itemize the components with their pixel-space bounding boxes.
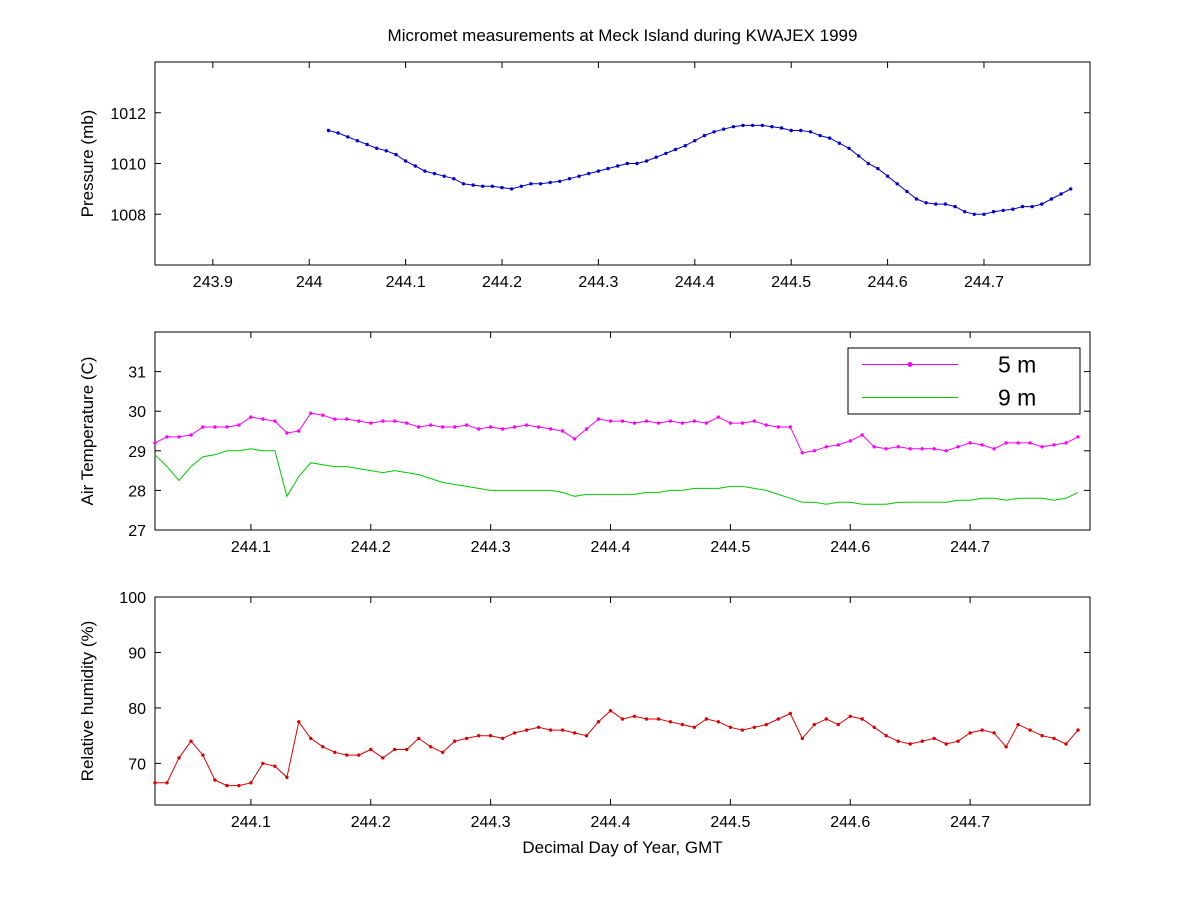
x-tick-label: 244.2 — [482, 274, 522, 291]
y-tick-label: 29 — [128, 444, 146, 461]
x-tick-label: 244.7 — [950, 814, 990, 831]
x-tick-label: 244.6 — [868, 274, 908, 291]
y-tick-label: 31 — [128, 365, 146, 382]
x-tick-label: 244.4 — [675, 274, 715, 291]
legend: 5 m9 m — [847, 347, 1081, 415]
x-tick-label: 244.5 — [710, 539, 750, 556]
x-tick-label: 244.4 — [590, 539, 630, 556]
x-tick-label: 244.3 — [578, 274, 618, 291]
y-tick-label: 27 — [128, 523, 146, 540]
x-axis-label: Decimal Day of Year, GMT — [522, 838, 722, 857]
relative-humidity-plot: 244.1 244.2 244.3 244.4 244.5 244.6 244.7 70 80 9… — [78, 590, 1091, 857]
x-tick-label: 244.5 — [710, 814, 750, 831]
y-tick-label: 1008 — [110, 207, 146, 224]
x-tick-label: 244.6 — [830, 539, 870, 556]
y-tick-label: 1010 — [110, 157, 146, 174]
x-tick-label: 244.2 — [351, 539, 391, 556]
pressure-series-markers — [326, 123, 1073, 216]
pressure-plot: 243.9 244 244.1 244.2 244.3 244.4 244.5 244.6 24… — [78, 61, 1091, 291]
air-temperature-series-markers — [153, 411, 1080, 455]
x-tick-label: 244 — [296, 274, 323, 291]
x-tick-label: 244.5 — [771, 274, 811, 291]
air-temperature-plot: 244.1 244.2 244.3 244.4 244.5 244.6 244.7 27 28 2… — [78, 331, 1091, 556]
y-tick-label: 70 — [128, 756, 146, 773]
x-tick-label: 244.6 — [830, 814, 870, 831]
air-temperature-series-line — [154, 448, 1079, 505]
y-tick-label: 30 — [128, 404, 146, 421]
axes-box — [154, 596, 1091, 806]
relative-humidity-series-line — [155, 710, 1079, 787]
x-tick-label: 244.3 — [471, 814, 511, 831]
x-tick-label: 244.2 — [351, 814, 391, 831]
legend-box — [847, 347, 1081, 415]
y-axis-label: Pressure (mb) — [78, 110, 97, 218]
y-tick-label: 100 — [119, 590, 146, 607]
y-axis-label: Relative humidity (%) — [78, 621, 97, 782]
legend-label: 5 m — [998, 352, 1036, 378]
y-tick-label: 80 — [128, 701, 146, 718]
legend-marker-sample — [907, 362, 913, 367]
x-tick-label: 244.4 — [590, 814, 630, 831]
air-temperature-series-line — [154, 412, 1079, 454]
x-tick-label: 244.1 — [386, 274, 426, 291]
y-axis-label: Air Temperature (C) — [78, 357, 97, 506]
figure-title: Micromet measurements at Meck Island dur… — [387, 26, 858, 45]
x-tick-label: 244.3 — [471, 539, 511, 556]
x-tick-label: 243.9 — [193, 274, 233, 291]
relative-humidity-series-markers — [153, 709, 1080, 788]
x-tick-label: 244.1 — [231, 539, 271, 556]
axes-box — [154, 61, 1091, 266]
x-tick-label: 244.7 — [964, 274, 1004, 291]
y-tick-label: 28 — [128, 483, 146, 500]
legend-label: 9 m — [998, 385, 1036, 411]
y-tick-label: 1012 — [110, 106, 146, 123]
y-tick-label: 90 — [128, 645, 146, 662]
x-tick-label: 244.7 — [950, 539, 990, 556]
x-tick-label: 244.1 — [231, 814, 271, 831]
